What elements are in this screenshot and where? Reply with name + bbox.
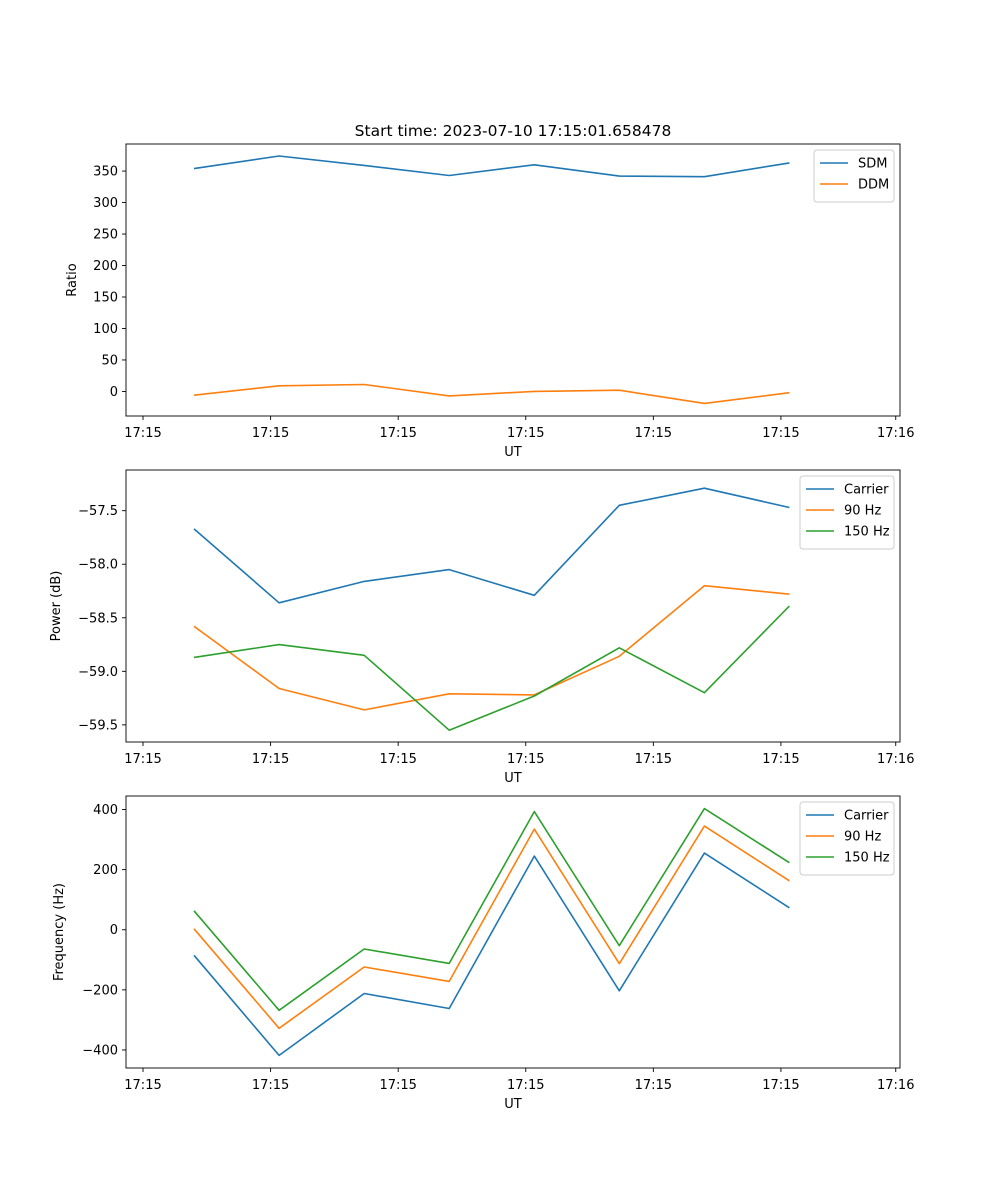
panel-2: 17:15 17:15 17:15 17:15 17:15 17:15 17:16 −59.5… (49, 469, 914, 786)
x-axis-label: UT (504, 445, 522, 460)
legend-label: 150 Hz (844, 525, 890, 540)
y-tick-label: 400 (93, 803, 118, 818)
legend-label: 90 Hz (844, 830, 881, 845)
x-tick-label: 17:15 (124, 752, 161, 767)
panels: 17:15 17:15 17:15 17:15 17:15 17:15 17:16 0 50 10… (49, 143, 914, 1112)
y-tick-label: 50 (101, 353, 118, 368)
y-tick-label: −57.5 (78, 504, 118, 519)
axes-frame (125, 143, 901, 417)
x-tick-label: 17:15 (379, 752, 416, 767)
legend-label: Carrier (844, 809, 889, 824)
y-tick-label: −400 (82, 1043, 118, 1058)
y-tick-label: −59.5 (78, 718, 118, 733)
y-tick-label: −58.5 (78, 611, 118, 626)
y-tick-label: 200 (93, 259, 118, 274)
x-tick-label: 17:15 (635, 1078, 672, 1093)
series-line-carrier (193, 852, 790, 1057)
legend: SDM DDM (813, 149, 895, 203)
x-tick-label: 17:16 (877, 426, 914, 441)
y-tick-label: −58.0 (78, 558, 118, 573)
x-tick-label: 17:16 (877, 752, 914, 767)
x-tick-label: 17:16 (877, 1078, 914, 1093)
series-line-90-hz (193, 584, 790, 711)
legend-label: SDM (858, 157, 887, 172)
y-tick-label: 250 (93, 228, 118, 243)
y-tick-label: 0 (110, 385, 118, 400)
x-tick-label: 17:15 (379, 1078, 416, 1093)
x-tick-label: 17:15 (252, 1078, 289, 1093)
x-tick-label: 17:15 (252, 752, 289, 767)
y-axis-label: Power (dB) (49, 571, 64, 642)
y-tick-label: −59.0 (78, 665, 118, 680)
legend-label: 150 Hz (844, 851, 890, 866)
x-tick-label: 17:15 (124, 1078, 161, 1093)
x-tick-label: 17:15 (507, 426, 544, 441)
axes-frame (125, 469, 901, 743)
x-tick-label: 17:15 (635, 752, 672, 767)
y-tick-label: −200 (82, 983, 118, 998)
y-tick-label: 200 (93, 863, 118, 878)
x-tick-label: 17:15 (762, 752, 799, 767)
x-tick-label: 17:15 (762, 426, 799, 441)
legend-label: 90 Hz (844, 504, 881, 519)
x-axis-label: UT (504, 771, 522, 786)
y-tick-label: 350 (93, 165, 118, 180)
y-tick-label: 0 (110, 923, 118, 938)
x-axis-label: UT (504, 1097, 522, 1112)
series-line-90-hz (193, 825, 790, 1030)
series-line-carrier (193, 487, 790, 604)
legend: Carrier 90 Hz 150 Hz (799, 475, 895, 550)
y-tick-label: 100 (93, 322, 118, 337)
x-tick-label: 17:15 (507, 752, 544, 767)
panel-3: 17:15 17:15 17:15 17:15 17:15 17:15 17:16 −400 −… (52, 795, 914, 1112)
y-tick-label: 300 (93, 196, 118, 211)
series-line-150-hz (193, 605, 790, 732)
panel-1: 17:15 17:15 17:15 17:15 17:15 17:15 17:16 0 50 10… (65, 143, 914, 460)
series-line-sdm (193, 155, 790, 178)
legend-label: DDM (858, 178, 889, 193)
x-tick-label: 17:15 (124, 426, 161, 441)
figure-title: Start time: 2023-07-10 17:15:01.658478 (355, 122, 672, 140)
x-tick-label: 17:15 (635, 426, 672, 441)
x-tick-label: 17:15 (762, 1078, 799, 1093)
x-tick-label: 17:15 (379, 426, 416, 441)
x-tick-label: 17:15 (252, 426, 289, 441)
y-tick-label: 150 (93, 291, 118, 306)
axes-frame (125, 795, 901, 1069)
series-line-ddm (193, 383, 790, 405)
series-line-150-hz (193, 807, 790, 1012)
y-axis-label: Ratio (65, 263, 80, 296)
legend-label: Carrier (844, 483, 889, 498)
x-tick-label: 17:15 (507, 1078, 544, 1093)
y-axis-label: Frequency (Hz) (52, 883, 67, 981)
legend: Carrier 90 Hz 150 Hz (799, 801, 895, 876)
